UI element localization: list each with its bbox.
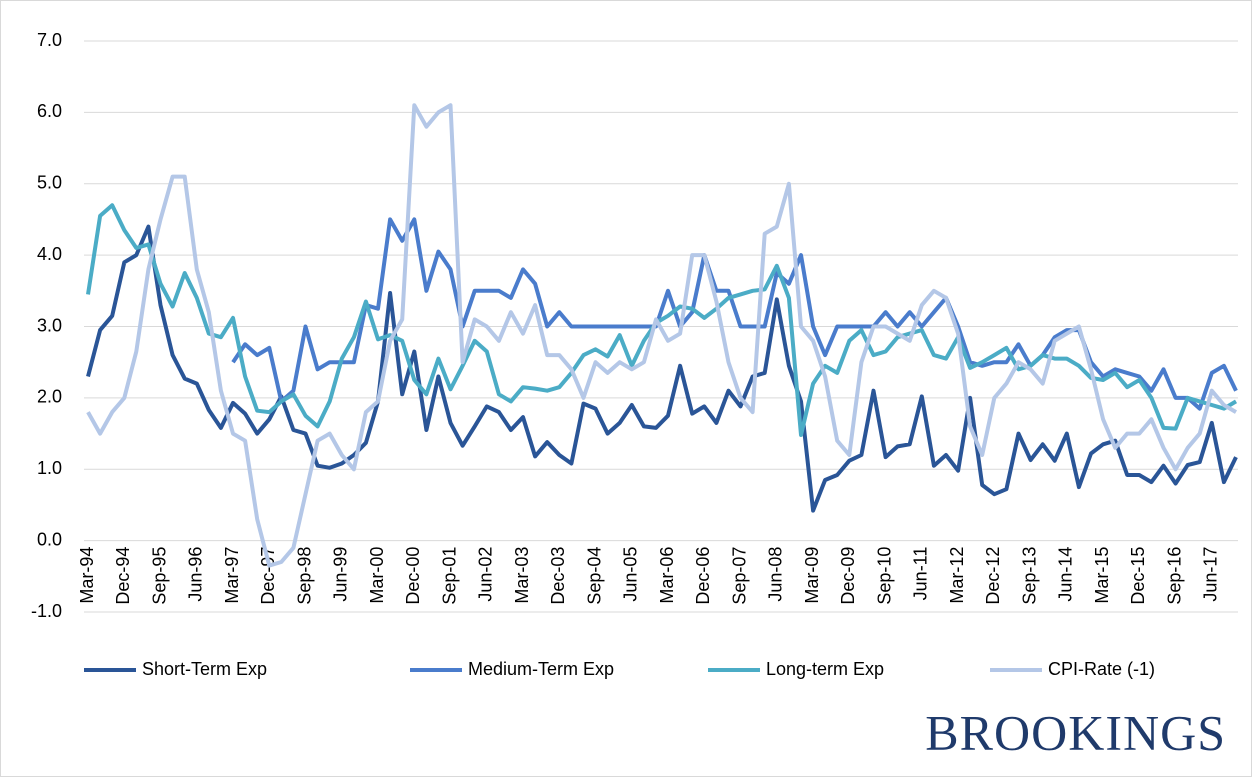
- x-tick-label: Sep-01: [439, 547, 459, 605]
- y-tick-label: 1.0: [37, 458, 62, 478]
- y-tick-label: 6.0: [37, 101, 62, 121]
- x-tick-label: Mar-12: [947, 547, 967, 604]
- y-tick-label: 2.0: [37, 387, 62, 407]
- x-tick-label: Jun-17: [1201, 547, 1221, 602]
- x-tick-label: Mar-97: [222, 547, 242, 604]
- x-tick-label: Mar-09: [802, 547, 822, 604]
- legend-label: Long-term Exp: [766, 659, 884, 679]
- brand-logo: BROOKINGS: [925, 704, 1226, 760]
- x-tick-label: Dec-15: [1128, 547, 1148, 605]
- x-tick-label: Jun-99: [331, 547, 351, 602]
- y-tick-label: 7.0: [37, 30, 62, 50]
- legend-label: CPI-Rate (-1): [1048, 659, 1155, 679]
- x-tick-label: Jun-02: [476, 547, 496, 602]
- y-tick-label: -1.0: [31, 601, 62, 621]
- y-tick-label: 3.0: [37, 315, 62, 335]
- x-tick-label: Jun-96: [186, 547, 206, 602]
- x-tick-label: Sep-04: [584, 547, 604, 605]
- x-tick-label: Jun-05: [621, 547, 641, 602]
- x-tick-label: Mar-00: [367, 547, 387, 604]
- x-tick-label: Dec-00: [403, 547, 423, 605]
- legend-label: Medium-Term Exp: [468, 659, 614, 679]
- x-tick-label: Sep-95: [149, 547, 169, 605]
- x-tick-label: Dec-03: [548, 547, 568, 605]
- x-tick-label: Sep-10: [874, 547, 894, 605]
- legend-label: Short-Term Exp: [142, 659, 267, 679]
- y-tick-label: 0.0: [37, 529, 62, 549]
- x-tick-label: Dec-94: [113, 547, 133, 605]
- x-tick-label: Dec-06: [693, 547, 713, 605]
- x-tick-label: Mar-03: [512, 547, 532, 604]
- x-tick-label: Dec-09: [838, 547, 858, 605]
- x-tick-label: Mar-15: [1092, 547, 1112, 604]
- x-tick-label: Jun-14: [1056, 547, 1076, 602]
- x-tick-label: Sep-98: [294, 547, 314, 605]
- x-tick-label: Dec-12: [983, 547, 1003, 605]
- x-tick-label: Sep-07: [729, 547, 749, 605]
- x-tick-label: Mar-94: [77, 547, 97, 604]
- x-tick-label: Sep-16: [1164, 547, 1184, 605]
- y-tick-label: 5.0: [37, 173, 62, 193]
- x-tick-label: Jun-08: [766, 547, 786, 602]
- x-tick-label: Sep-13: [1019, 547, 1039, 605]
- y-tick-label: 4.0: [37, 244, 62, 264]
- x-tick-label: Mar-06: [657, 547, 677, 604]
- x-tick-label: Jun-11: [911, 547, 931, 601]
- x-tick-label: Dec-97: [258, 547, 278, 605]
- series-line: [86, 103, 1238, 568]
- series-line: [86, 203, 1238, 437]
